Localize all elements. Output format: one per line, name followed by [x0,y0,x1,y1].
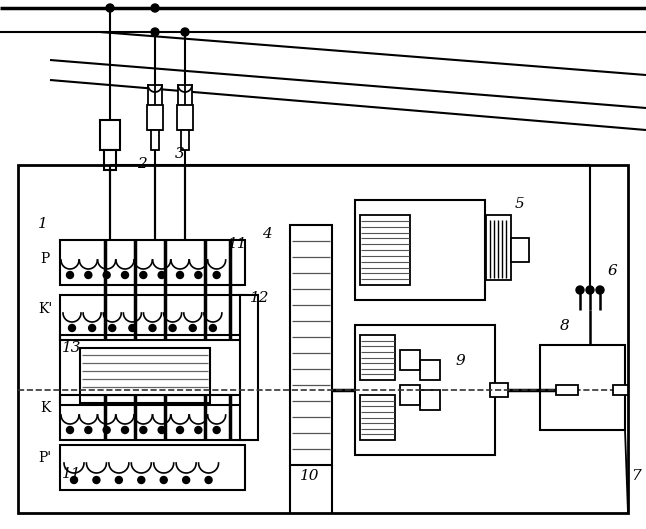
Circle shape [195,271,202,278]
Circle shape [103,271,110,278]
Text: 2: 2 [137,157,147,171]
Bar [486,215,511,280]
Circle shape [149,324,156,332]
Bar [355,325,495,455]
Bar [60,445,245,490]
Circle shape [138,477,145,484]
Circle shape [85,426,92,433]
Text: 11: 11 [62,467,81,481]
Circle shape [189,324,196,332]
Circle shape [158,271,165,278]
Bar [60,240,245,285]
Circle shape [109,324,116,332]
Circle shape [576,286,584,294]
Bar [104,150,116,170]
Circle shape [121,426,129,433]
Circle shape [158,426,165,433]
Bar [240,295,258,440]
Circle shape [176,426,183,433]
Circle shape [195,426,202,433]
Text: 4: 4 [262,227,272,241]
Circle shape [140,271,147,278]
Bar [360,335,395,380]
Circle shape [70,477,78,484]
Bar [505,244,519,256]
Bar [360,215,410,285]
Circle shape [93,477,100,484]
Text: P': P' [38,451,51,465]
Bar [60,295,245,340]
Bar [148,85,162,130]
Bar [80,348,210,403]
Circle shape [160,477,167,484]
Bar [400,385,420,405]
Circle shape [205,477,212,484]
Circle shape [68,324,76,332]
Bar [490,383,508,397]
Text: K': K' [38,302,52,316]
Bar [100,120,120,150]
Text: 10: 10 [300,469,320,483]
Circle shape [213,426,220,433]
Bar [556,385,578,395]
Bar [540,345,625,430]
Bar [177,105,193,130]
Bar [18,165,628,513]
Text: P: P [40,252,49,266]
Bar [400,350,420,370]
Circle shape [181,28,189,36]
Text: 6: 6 [608,264,618,278]
Bar [60,335,245,405]
Circle shape [209,324,216,332]
Circle shape [151,4,159,12]
Text: 3: 3 [175,147,185,161]
Circle shape [85,271,92,278]
Text: 13: 13 [62,341,81,355]
Bar [511,238,529,262]
Circle shape [140,426,147,433]
Circle shape [213,271,220,278]
Circle shape [183,477,190,484]
Circle shape [89,324,96,332]
Text: 5: 5 [515,197,525,211]
Circle shape [67,271,74,278]
Circle shape [586,286,594,294]
Circle shape [169,324,176,332]
Bar [181,130,189,150]
Bar [178,85,192,130]
Circle shape [129,324,136,332]
Text: 8: 8 [560,319,570,333]
Bar [355,200,485,300]
Bar [420,360,440,380]
Bar [290,225,332,465]
Circle shape [176,271,183,278]
Circle shape [151,28,159,36]
Bar [147,105,163,130]
Text: 7: 7 [631,469,641,483]
Bar [360,395,395,440]
Text: 9: 9 [455,354,464,368]
Circle shape [116,477,122,484]
Bar [60,395,245,440]
Circle shape [596,286,604,294]
Text: 12: 12 [250,291,269,305]
Circle shape [121,271,129,278]
Bar [613,385,628,395]
Bar [420,390,440,410]
Circle shape [103,426,110,433]
Text: K: K [40,401,50,415]
Circle shape [106,4,114,12]
Text: 11: 11 [228,237,247,251]
Bar [151,130,159,150]
Text: 1: 1 [38,217,48,231]
Circle shape [67,426,74,433]
